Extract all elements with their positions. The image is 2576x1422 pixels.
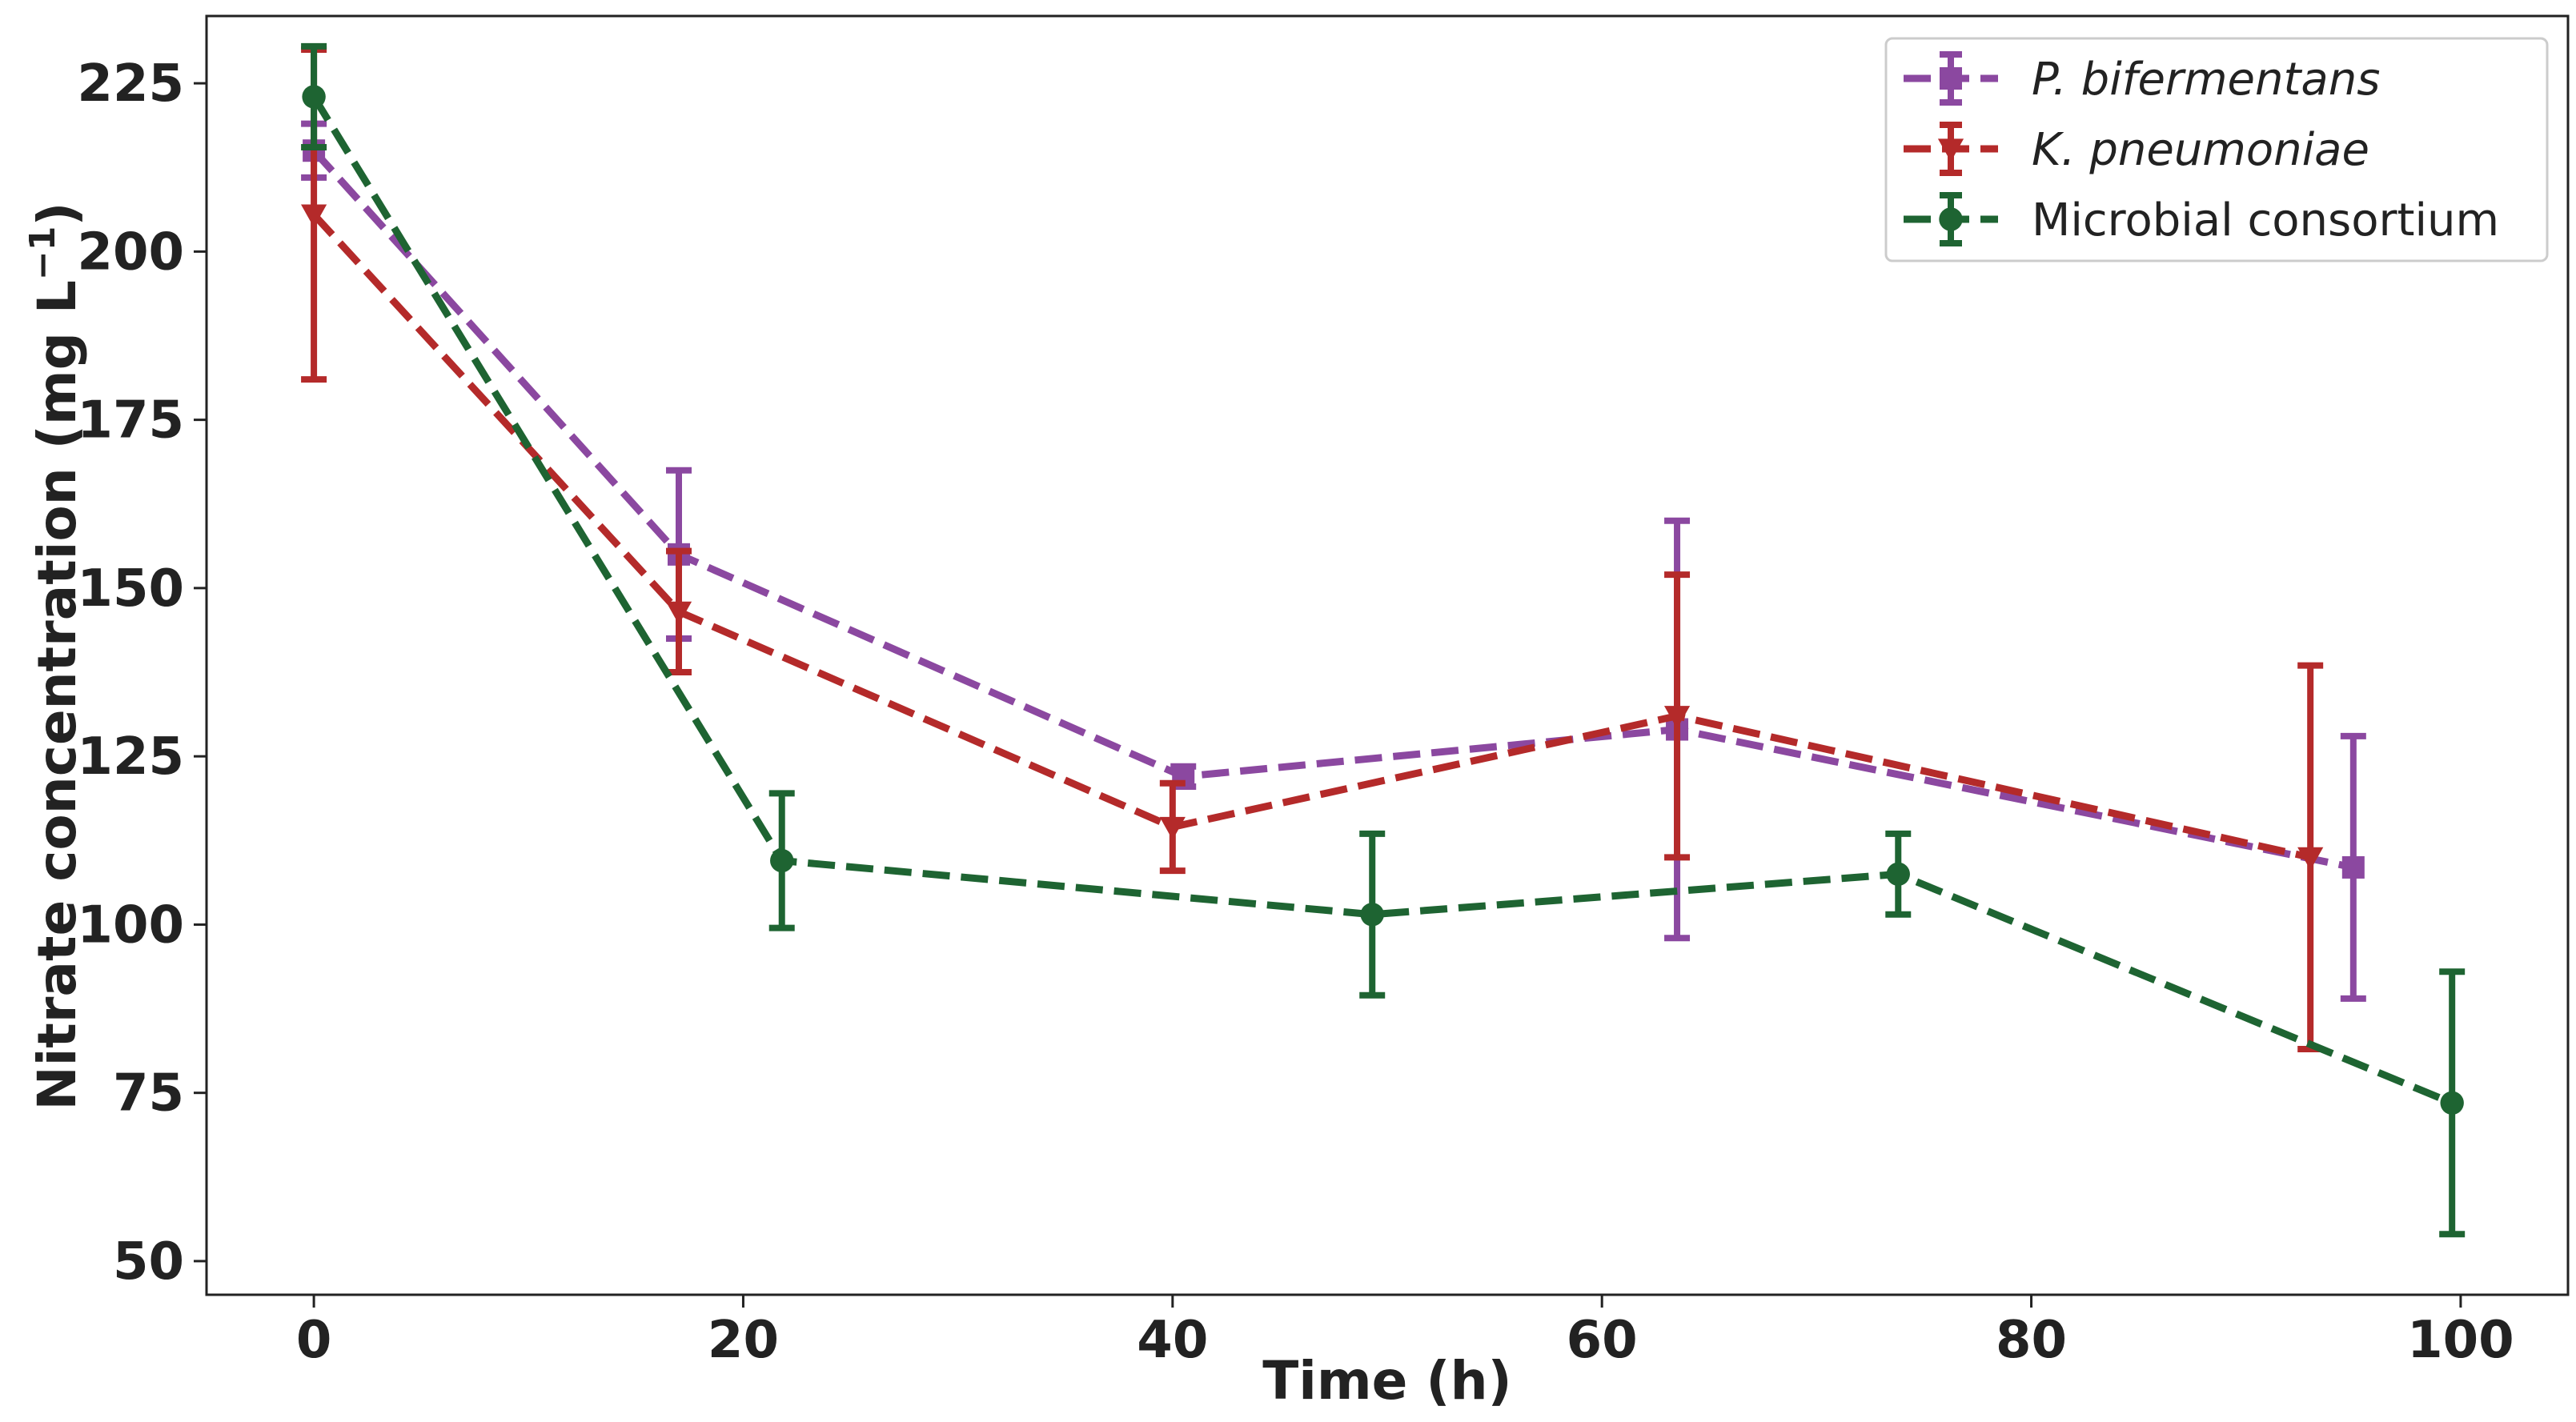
x-tick-label: 40 <box>1137 1311 1208 1370</box>
y-tick-label: 175 <box>77 391 184 451</box>
x-axis-title: Time (h) <box>1262 1350 1511 1412</box>
y-axis-title-superscript: −1 <box>22 226 63 280</box>
legend-marker <box>1939 207 1963 231</box>
data-point <box>300 204 327 228</box>
legend-box <box>1884 37 2549 262</box>
series-k-pneumoniae <box>300 46 2324 1053</box>
axis-layer: 0 20 40 60 80 100 50 75 100 125 150 175 200 225 <box>77 54 2514 1370</box>
series-microbial-consortium <box>301 42 2466 1238</box>
legend: P. bifermentans K. pneumoniae Microbial co… <box>1884 37 2549 262</box>
y-axis-title-suffix: ) <box>26 202 88 226</box>
legend-entry: P. bifermentans <box>1904 51 2380 106</box>
data-point <box>770 848 794 873</box>
x-tick-label: 80 <box>1996 1311 2067 1370</box>
legend-entry: K. pneumoniae <box>1904 122 2369 176</box>
y-tick-label: 150 <box>77 559 184 619</box>
x-tick-label: 0 <box>296 1311 332 1370</box>
legend-marker <box>1937 138 1964 162</box>
data-point <box>1663 706 1691 729</box>
legend-label: K. pneumoniae <box>2032 124 2369 176</box>
y-axis-title-main: Nitrate concentration (mg L <box>26 280 88 1110</box>
x-tick-label: 20 <box>708 1311 779 1370</box>
x-tick-label: 60 <box>1567 1311 1638 1370</box>
y-tick-label: 225 <box>77 54 184 114</box>
series-layer <box>300 42 2466 1238</box>
y-tick-label: 50 <box>113 1232 184 1292</box>
legend-label: Microbial consortium <box>2032 194 2499 246</box>
y-tick-label: 75 <box>113 1064 184 1124</box>
legend-entry: Microbial consortium <box>1904 192 2499 246</box>
data-point <box>1886 862 1910 887</box>
series-line <box>311 94 2454 1107</box>
legend-label: P. bifermentans <box>2032 54 2380 106</box>
plot-frame <box>205 14 2570 1296</box>
data-point <box>302 85 326 109</box>
data-point <box>2440 1091 2464 1116</box>
data-point <box>1159 816 1186 840</box>
y-tick-label: 200 <box>77 222 184 282</box>
data-point <box>665 601 692 625</box>
data-point <box>2297 847 2324 871</box>
y-tick-label: 100 <box>77 895 184 955</box>
data-point <box>1360 903 1384 927</box>
legend-marker <box>1940 67 1962 90</box>
y-axis-title: Nitrate concentration (mg L−1) <box>22 202 88 1110</box>
data-point <box>2341 855 2365 879</box>
y-tick-label: 125 <box>77 727 184 787</box>
x-tick-label: 100 <box>2407 1311 2514 1370</box>
